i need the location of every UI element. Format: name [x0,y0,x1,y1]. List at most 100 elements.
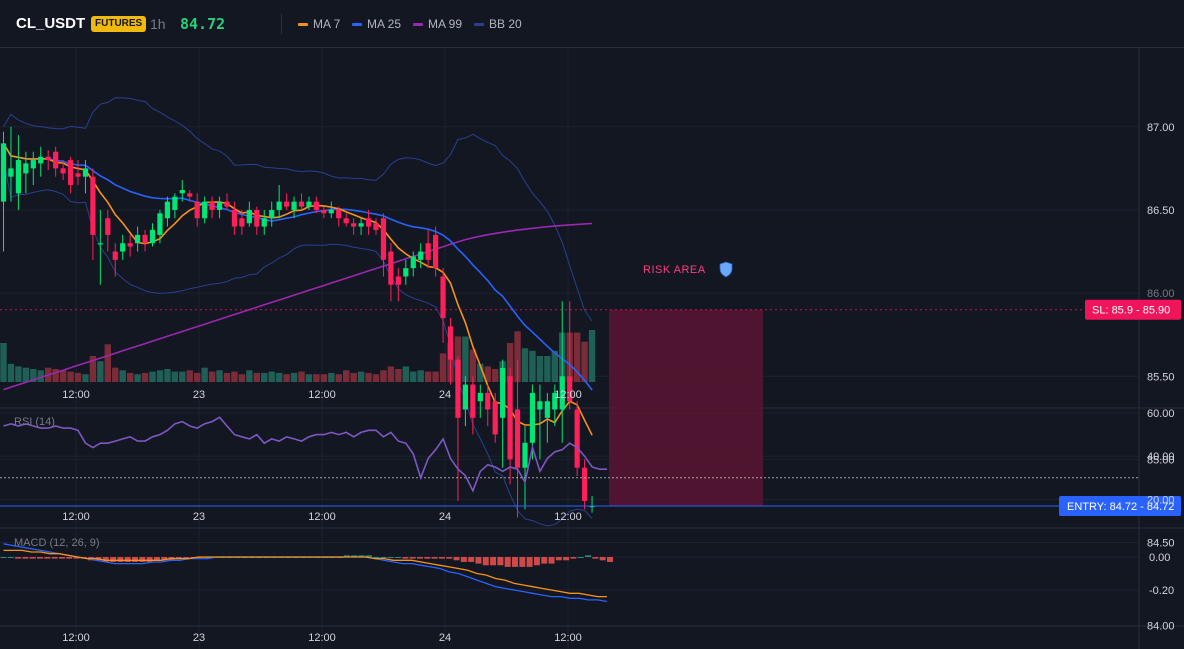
legend-ma7[interactable]: MA 7 [298,0,340,48]
macd-histogram-bar [555,557,562,561]
candle-body [328,209,334,214]
macd-histogram-bar [358,555,365,557]
interval-label[interactable]: 1h [150,16,166,32]
candle-down [492,392,498,443]
volume-bar [223,372,231,382]
volume-bar [119,370,126,382]
legend-bb20[interactable]: BB 20 [474,0,522,48]
volume-bar [298,371,305,382]
macd-histogram-bar [22,557,29,559]
rsi-tick-label: 60.00 [1147,408,1175,420]
volume-bar [179,371,186,382]
macd-histogram-bar [563,557,570,561]
volume-bar [238,374,246,382]
candle-down [567,301,573,410]
volume-bar [492,369,499,382]
candle-body [418,251,424,260]
volume-bar [514,331,521,382]
axes: 84.00 84.50 85.00 85.50 86.50 87.00 87.50 86.00… [62,48,1174,644]
volume-bar [22,367,30,382]
time-tick-label: 24 [439,632,451,644]
macd-histogram-bar [0,557,7,558]
macd-histogram-bar [482,557,489,566]
macd-histogram-bar [570,557,577,559]
volume-bar [551,350,558,382]
candle-body [179,189,185,194]
futures-badge: FUTURES [91,16,147,32]
candle-down [60,160,66,181]
volume-bar [305,374,313,382]
candle-body [246,209,252,224]
time-tick-label: 12:00 [62,511,90,523]
candle-body [67,160,74,186]
macd-histogram-bar [409,557,416,559]
volume-bar [74,372,82,382]
ma25-line [2,142,593,391]
volume-bar [432,371,439,382]
candle-down [574,401,580,477]
macd-histogram-bar [197,557,204,559]
bb-upper-line [3,97,593,322]
macd-histogram-bar [438,557,445,559]
volume-bar [544,356,551,382]
candle-body [224,201,230,207]
chart-header: CL_USDT FUTURES 1h 84.72 MA 7 MA 25 MA 9… [0,0,1184,48]
candle-body [269,209,275,219]
volume-bar [59,370,67,382]
candle-down [343,213,349,227]
legend-ma25[interactable]: MA 25 [352,0,401,48]
macd-pane: MACD (12, 26, 9) [0,537,613,603]
candle-down [90,168,96,260]
candle-body [23,163,29,174]
candle-body [433,234,439,269]
volume-bar [417,370,424,382]
candle-down [455,356,461,501]
candle-body [470,384,476,418]
volume-bar [171,371,179,382]
macd-histogram-bar [44,557,51,559]
candle-body [410,256,416,269]
chart-canvas[interactable]: RISK AREA SL: 85.9 - 85.90 ENTRY: 84.72 -… [0,48,1184,649]
position-tool[interactable]: RISK AREA [609,261,763,506]
macd-histogram-bar [460,557,467,562]
shield-shape [719,261,733,278]
candle-body [313,201,319,210]
candle-body [142,234,148,244]
macd-histogram-bar [475,557,482,564]
candle-body [112,251,118,260]
volume-bar [231,371,238,382]
price-tick-label: 86.50 [1147,205,1175,217]
rsi-pane: RSI (14) [0,416,1139,493]
candle-body [15,160,21,194]
candle-body [351,223,357,227]
candle-down [67,156,74,194]
volume-bar [402,366,409,382]
ma7-swatch-icon [298,23,308,27]
candle-down [45,150,51,171]
candle-body [8,168,14,177]
legend-ma99[interactable]: MA 99 [413,0,462,48]
candle-body [567,376,573,402]
time-tick-label: 12:00 [62,632,90,644]
macd-histogram-bar [533,557,540,566]
candle-down [75,160,81,186]
candle-down [447,318,454,385]
candle-down [365,209,372,235]
bb-lower-line [3,160,593,527]
last-price: 84.72 [180,15,226,33]
macd-histogram-bar [73,557,80,559]
macd-histogram-bar [395,557,402,558]
candle-up [179,180,185,202]
time-tick-label: 12:00 [554,389,582,401]
macd-histogram-bar [519,557,526,567]
symbol-name[interactable]: CL_USDT [16,15,86,32]
macd-histogram-bar [541,557,548,564]
candle-down [231,201,238,235]
time-tick-label: 12:00 [308,511,336,523]
candle-body [455,359,461,418]
candle-down [105,209,111,252]
macd-histogram-bar [387,557,394,558]
candle-down [395,268,401,302]
macd-histogram-bar [146,557,153,562]
macd-histogram-bar [365,555,372,557]
